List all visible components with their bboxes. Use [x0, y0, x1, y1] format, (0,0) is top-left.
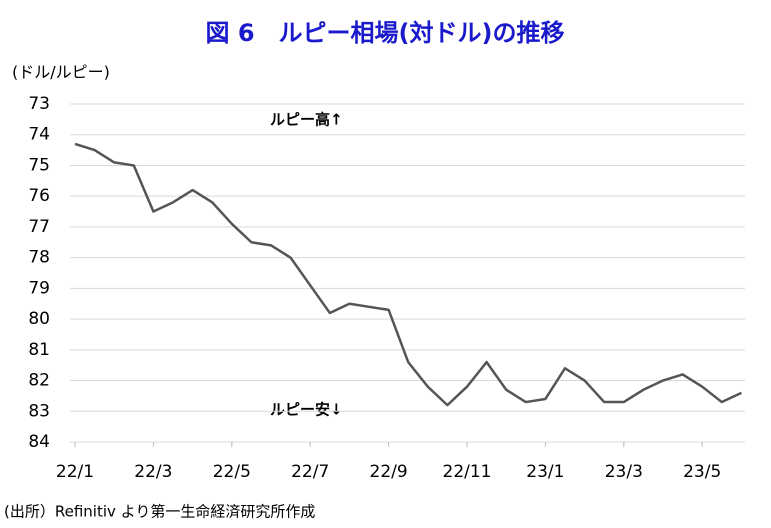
y-tick-label: 80	[28, 309, 50, 329]
annotation: ルピー安↓	[270, 401, 343, 419]
y-tick-label: 78	[28, 248, 50, 268]
y-axis-label: (ドル/ルピー)	[12, 63, 110, 82]
chart-title: 図 6 ルピー相場(対ドル)の推移	[206, 19, 565, 47]
data-line	[74, 142, 742, 407]
x-tick-label: 22/1	[56, 462, 94, 482]
annotation: ルピー高↑	[270, 111, 343, 129]
y-tick-label: 76	[28, 186, 50, 206]
y-tick-label: 75	[28, 155, 50, 175]
y-tick-label: 83	[28, 401, 50, 421]
y-tick-label: 82	[28, 371, 50, 391]
y-tick-label: 81	[28, 340, 50, 360]
x-tick-label: 22/3	[134, 462, 172, 482]
x-tick-label: 23/3	[605, 462, 643, 482]
x-tick-label: 23/1	[526, 462, 564, 482]
x-tick-label: 22/11	[443, 462, 492, 482]
x-tick-label: 22/5	[213, 462, 251, 482]
y-tick-label: 84	[28, 432, 50, 452]
x-tick-label: 23/5	[683, 462, 721, 482]
x-tick-label: 22/9	[370, 462, 408, 482]
y-tick-label: 77	[28, 217, 50, 237]
y-tick-label: 74	[28, 125, 50, 145]
x-tick-label: 22/7	[291, 462, 329, 482]
source-note: (出所）Refinitiv より第一生命経済研究所作成	[4, 503, 315, 521]
y-tick-label: 79	[28, 278, 50, 298]
y-tick-label: 73	[28, 94, 50, 114]
